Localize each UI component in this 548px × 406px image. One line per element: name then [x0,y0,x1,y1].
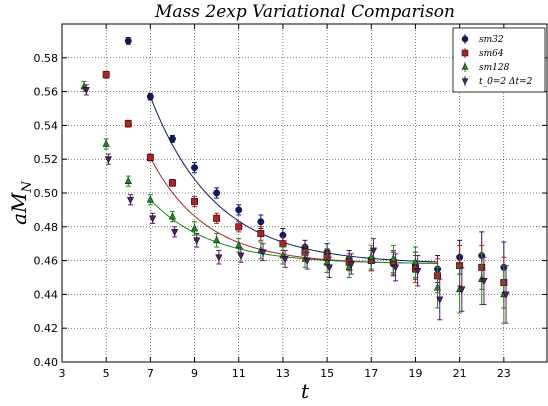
legend: sm32 sm64 sm128 t_0=2 Δt=2 [452,27,546,93]
data-point-triangle-up [235,241,243,249]
data-point-triangle-down [347,261,355,269]
data-point-circle [213,189,221,197]
data-point-circle [191,164,198,172]
data-point-triangle-down [325,264,333,272]
y-axis-label-sub: N [20,180,35,193]
legend-marker-square [461,49,469,57]
data-point-square [257,230,265,238]
data-point-triangle-down [82,87,90,95]
x-tick-label: 17 [364,367,378,380]
fit-curve-sm64 [149,157,438,264]
data-point-square [235,223,243,231]
y-tick-label: 0.40 [34,356,59,369]
data-point-triangle-down [104,156,112,164]
x-tick-label: 5 [103,367,110,380]
y-tick-label: 0.42 [34,322,59,335]
data-point-triangle-down [391,264,400,272]
data-point-triangle-down [369,247,378,255]
data-point-triangle-up [213,235,221,244]
data-point-triangle-up [367,252,375,261]
data-point-triangle-up [102,139,110,147]
y-axis-label: aMN [7,180,35,224]
legend-marker-circle [461,35,469,43]
data-point-triangle-down [171,229,179,237]
data-point-circle [124,37,132,45]
y-tick-label: 0.52 [34,153,59,166]
x-tick-label: 21 [453,367,467,380]
y-tick-label: 0.56 [34,86,59,99]
x-tick-label: 3 [59,367,66,380]
legend-label: sm128 [479,63,510,73]
x-axis-label: t [301,379,310,403]
data-point-triangle-down [148,215,157,223]
data-point-triangle-down [502,291,510,299]
data-point-triangle-down [480,278,488,286]
y-tick-label: 0.48 [34,221,59,234]
data-point-square [169,179,176,187]
legend-label: t_0=2 Δt=2 [479,77,533,87]
y-tick-label: 0.46 [34,255,59,268]
y-axis-label-main: aM [7,192,31,225]
x-tick-label: 19 [408,367,422,380]
fit-curves [149,96,438,264]
y-tick-label: 0.54 [34,119,59,132]
data-point-circle [169,135,176,143]
legend-label: sm32 [479,35,504,45]
data-point-triangle-up [168,212,177,220]
data-point-circle [146,93,154,101]
data-point-triangle-up [146,195,154,203]
data-point-triangle-up [124,176,132,184]
data-point-square [146,154,154,161]
legend-label: sm64 [479,49,504,59]
chart-title: Mass 2exp Variational Comparison [154,2,455,22]
data-point-square [213,214,221,222]
y-tick-label: 0.58 [34,52,59,65]
data-point-triangle-up [433,283,442,291]
data-point-triangle-down [458,286,466,294]
legend-marker-triangle-down [461,78,469,86]
data-point-square [191,198,198,205]
data-points [80,37,510,324]
legend-marker-triangle-up [461,62,469,70]
data-point-triangle-down [237,252,245,260]
data-point-triangle-down [193,237,201,245]
data-point-triangle-up [411,257,420,266]
axis-ticks: 3 5 7 9 11 13 15 17 19 21 23 0.40 0.42 0.44 0.46 0.48 0.… [34,24,547,380]
fit-curve-sm128 [150,199,438,264]
x-tick-label: 9 [191,367,198,380]
data-point-circle [257,218,265,226]
data-point-triangle-down [259,249,267,257]
x-tick-label: 15 [320,367,334,380]
legend-box [452,27,546,93]
data-point-triangle-up [190,224,199,232]
data-point-triangle-down [126,196,135,205]
y-tick-label: 0.44 [34,288,59,301]
x-tick-label: 13 [276,367,290,380]
data-point-triangle-down [215,254,223,262]
x-tick-label: 7 [147,367,154,380]
x-tick-label: 23 [497,367,511,380]
data-point-square [124,120,132,128]
fit-curve-sm32 [149,96,438,263]
data-point-triangle-down [436,296,444,304]
x-tick-label: 11 [232,367,246,380]
data-point-circle [235,206,243,214]
data-point-triangle-down [414,267,422,276]
data-point-triangle-up [389,254,397,262]
data-point-square [102,71,110,79]
data-point-square [279,240,287,248]
data-point-triangle-down [303,257,311,265]
y-tick-label: 0.50 [34,187,59,200]
data-point-triangle-down [281,256,289,264]
